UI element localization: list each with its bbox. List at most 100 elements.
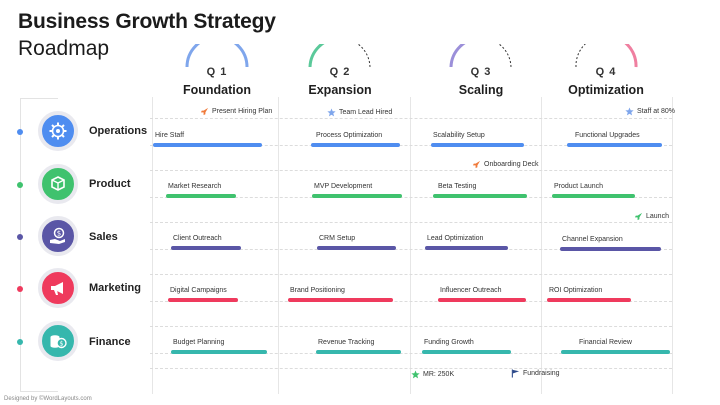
milestone-label: Fundraising [523,370,560,377]
page-subtitle: Roadmap [18,37,110,60]
quarter-label: Q 4 [595,66,617,78]
rocket-icon [200,107,209,116]
task-bar [431,143,524,147]
department-label-sales: Sales [89,231,118,243]
grid-divider [541,97,542,394]
task-bar [171,246,241,250]
milestone-onboarding-deck[interactable]: Onboarding Deck [472,160,538,169]
department-icon-sales: $ [38,216,78,256]
department-icon-operations [38,111,78,151]
milestone-label: Staff at 80% [637,108,676,115]
task-label: Funding Growth [424,339,474,346]
grid-line [150,274,672,275]
task-label: Budget Planning [173,339,225,346]
task-bar [312,194,402,198]
task-bar [171,350,267,354]
grid-line [150,249,672,250]
task-bar [166,194,236,198]
money-hand-icon: $ [50,227,65,244]
task-label: Scalability Setup [433,132,485,139]
task-label: Process Optimization [316,132,383,139]
task-bar [438,298,526,302]
task-bar [311,143,400,147]
department-label-operations: Operations [89,125,148,137]
milestone-mr-250k[interactable]: MR: 250K [411,370,454,379]
task-label: Product Launch [554,183,604,190]
department-label-finance: Finance [89,336,131,348]
row-marker-sales [17,234,23,240]
milestone-present-hiring-plan[interactable]: Present Hiring Plan [200,107,272,116]
coins-icon: $ [50,335,67,349]
task-bar [552,194,635,198]
quarter-name: Scaling [458,83,504,97]
grid-divider [672,97,673,394]
quarter-name: Expansion [308,83,372,97]
task-bar [288,298,393,302]
star-icon [327,108,336,117]
task-label: Financial Review [579,339,632,346]
task-label: Influencer Outreach [440,287,502,294]
task-bar [560,247,661,251]
quarter-arc-icon [308,44,371,68]
department-label-marketing: Marketing [89,282,141,294]
task-label: Channel Expansion [562,236,623,243]
task-bar [422,350,511,354]
task-bar [153,143,262,147]
milestone-launch[interactable]: Launch [634,212,669,221]
quarter-label: Q 1 [206,66,228,78]
task-label: Brand Positioning [290,287,345,294]
footer-credit: Designed by ©WordLayouts.com [4,396,92,402]
quarter-arc-icon [449,44,512,68]
gear-icon [49,122,67,140]
milestone-fundraising[interactable]: Fundraising [511,369,560,378]
grid-line [150,368,672,369]
milestone-label: Present Hiring Plan [212,108,273,115]
grid-line [150,326,672,327]
row-marker-product [17,182,23,188]
milestone-staff-at-80[interactable]: Staff at 80% [625,107,675,116]
quarter-name: Optimization [568,83,644,97]
grid-line [150,145,672,146]
megaphone-icon [51,282,63,295]
grid-line [150,118,672,119]
star-icon [411,370,420,379]
milestone-team-lead-hired[interactable]: Team Lead Hired [327,108,392,117]
department-icon-product [38,164,78,204]
quarter-label: Q 3 [470,66,492,78]
row-marker-marketing [17,286,23,292]
grid-line [150,197,672,198]
grid-divider [152,97,153,394]
row-marker-operations [17,129,23,135]
task-label: Lead Optimization [427,235,484,242]
task-label: Market Research [168,183,222,190]
task-bar [316,350,401,354]
star-icon [625,107,634,116]
rocket-icon [634,212,643,221]
milestone-label: Team Lead Hired [339,109,393,116]
box-icon [51,176,65,191]
row-marker-finance [17,339,23,345]
grid-line [150,353,672,354]
flag-icon [511,369,520,378]
task-label: Hire Staff [155,132,185,139]
task-label: Beta Testing [438,183,477,190]
quarter-arc-icon [575,44,638,68]
task-bar [547,298,631,302]
grid-line [150,170,672,171]
task-bar [567,143,662,147]
task-bar [168,298,238,302]
task-bar [425,246,508,250]
grid-divider [410,97,411,394]
department-label-product: Product [89,178,131,190]
milestone-label: MR: 250K [423,371,455,378]
svg-text:$: $ [57,230,61,238]
rocket-icon [472,160,481,169]
task-bar [433,194,527,198]
milestone-label: Onboarding Deck [484,161,539,168]
quarter-arc-icon [185,44,249,68]
grid-divider [278,97,279,394]
task-label: Client Outreach [173,235,222,242]
task-label: CRM Setup [319,235,356,242]
grid-line [150,301,672,302]
task-label: Functional Upgrades [575,132,640,139]
